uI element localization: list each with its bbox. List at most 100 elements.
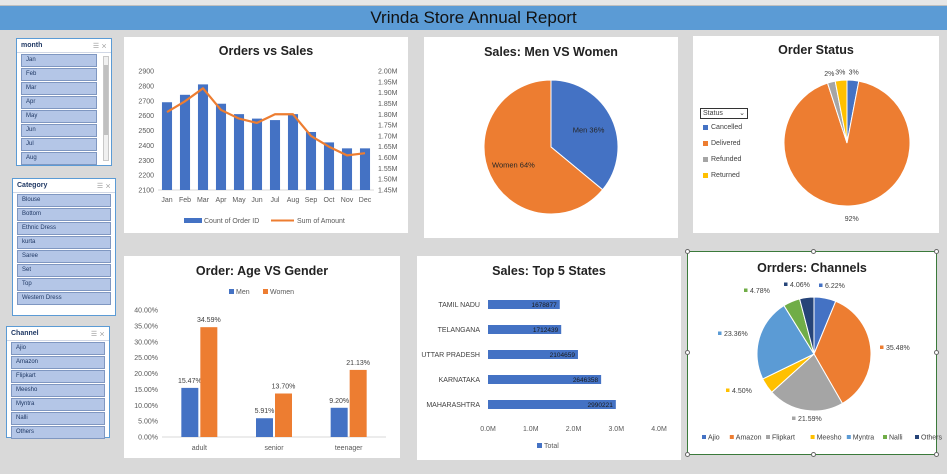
y-tick-label: TELANGANA [438, 327, 481, 334]
status-filter-dropdown[interactable]: Status ⌄ [700, 108, 748, 119]
status-legend-item: Returned [703, 172, 740, 179]
label-swatch [784, 282, 788, 286]
category-slicer-item[interactable]: Bottom [17, 208, 111, 221]
month-slicer-item[interactable]: Feb [21, 68, 97, 81]
month-slicer-item[interactable]: Jul [21, 138, 97, 151]
data-label: 13.70% [272, 384, 296, 391]
category-slicer-item[interactable]: Blouse [17, 194, 111, 207]
report-title: Vrinda Store Annual Report [0, 6, 947, 30]
x-tick-label: Sep [305, 197, 318, 204]
slice-label: 3% [835, 69, 845, 76]
resize-handle[interactable] [811, 452, 816, 457]
legend-swatch [729, 435, 734, 439]
x-tick-label: Apr [216, 197, 228, 204]
resize-handle[interactable] [934, 249, 939, 254]
channels-panel[interactable]: Orrders: Channels 6.22% 35.48% 21.59% 4.50%… [685, 249, 943, 457]
order-status-chart: 3%92%2% 3% [783, 69, 911, 223]
data-label: 15.47% [178, 378, 202, 385]
month-slicer-item[interactable]: May [21, 110, 97, 123]
x-tick-label: 4.0M [651, 426, 667, 433]
legend-swatch [229, 289, 234, 294]
men-vs-women-panel[interactable]: Sales: Men VS Women Men 36% Women 64% [424, 37, 678, 238]
channel-slicer-header: Channel ☰ ⨯ [7, 327, 109, 341]
legend-swatch [883, 435, 887, 439]
orders-bar [359, 148, 371, 190]
legend-label: Sum of Amount [297, 218, 345, 225]
y-tick-label: 10.00% [134, 403, 158, 410]
order-status-panel[interactable]: Order Status Status ⌄ Cancelled Delivered R… [693, 36, 939, 233]
legend-label: Returned [711, 172, 740, 179]
month-slicer-items: Jan Feb Mar Apr May Jun Jul Aug [17, 54, 111, 165]
orders-vs-sales-chart: 2100 2200 2300 2400 2500 2600 2700 2800 2900 1.45… [138, 69, 398, 226]
state-bar [488, 350, 578, 359]
y2-tick-label: 1.90M [378, 90, 398, 97]
orders-bar [323, 142, 335, 190]
slice-label: 21.59% [798, 416, 822, 423]
channel-slicer-item[interactable]: Nalli [11, 412, 105, 425]
category-slicer-item[interactable]: Ethnic Dress [17, 222, 111, 235]
month-slicer-item[interactable]: Jan [21, 54, 97, 67]
category-slicer-item[interactable]: Set [17, 264, 111, 277]
y2-tick-label: 1.75M [378, 123, 398, 130]
resize-handle[interactable] [685, 452, 690, 457]
month-scrollbar[interactable] [103, 56, 109, 161]
status-legend-item: Refunded [703, 156, 741, 163]
legend-label: Men [236, 289, 250, 296]
channel-slicer-item[interactable]: Flipkart [11, 370, 105, 383]
y2-tick-label: 1.45M [378, 188, 398, 195]
month-slicer-item[interactable]: Aug [21, 152, 97, 165]
resize-handle[interactable] [934, 350, 939, 355]
pie-slice [756, 304, 815, 380]
orders-bar [305, 131, 317, 190]
channel-slicer-item[interactable]: Ajio [11, 342, 105, 355]
orders-bar [287, 114, 299, 190]
data-label: 9.20% [329, 398, 349, 405]
resize-handle[interactable] [685, 350, 690, 355]
filter-clear-icon[interactable]: ☰ ⨯ [92, 43, 107, 50]
category-slicer-item[interactable]: Top [17, 278, 111, 291]
x-tick-label: May [232, 197, 246, 204]
channel-slicer-item[interactable]: Meesho [11, 384, 105, 397]
resize-handle[interactable] [811, 249, 816, 254]
x-tick-label: adult [192, 445, 207, 452]
filter-clear-icon[interactable]: ☰ ⨯ [96, 183, 111, 190]
legend-swatch [702, 435, 706, 439]
x-tick-label: Dec [359, 197, 372, 204]
category-slicer[interactable]: Category ☰ ⨯ Blouse Bottom Ethnic Dress kurt… [12, 178, 116, 316]
orders-vs-sales-panel[interactable]: Orders vs Sales 2100 2200 2300 2400 2500 2600… [124, 37, 408, 233]
x-tick-label: Mar [197, 197, 210, 204]
month-slicer-item[interactable]: Apr [21, 96, 97, 109]
month-slicer-item[interactable]: Jun [21, 124, 97, 137]
men-vs-women-chart: Men 36% Women 64% [483, 79, 619, 215]
month-slicer-header: month ☰ ⨯ [17, 39, 111, 53]
x-tick-label: Jul [271, 197, 280, 204]
data-label: 1678877 [531, 302, 557, 309]
legend-label: Count of Order ID [204, 218, 259, 225]
category-slicer-item[interactable]: Saree [17, 250, 111, 263]
slice-label: 2% [824, 71, 834, 78]
label-swatch [718, 331, 722, 335]
channel-slicer[interactable]: Channel ☰ ⨯ Ajio Amazon Flipkart Meesho Myntr… [6, 326, 110, 439]
legend-label: Total [544, 443, 559, 450]
category-slicer-item[interactable]: Western Dress [17, 292, 111, 305]
y2-tick-label: 1.55M [378, 166, 398, 173]
legend-swatch [846, 435, 851, 439]
y2-tick-label: 1.50M [378, 177, 398, 184]
channel-slicer-item[interactable]: Myntra [11, 398, 105, 411]
month-slicer-item[interactable]: Mar [21, 82, 97, 95]
women-bar [349, 369, 367, 437]
channel-slicer-item[interactable]: Others [11, 426, 105, 439]
slice-label: 35.48% [886, 345, 910, 352]
pie-slice [771, 353, 844, 412]
top-states-panel[interactable]: Sales: Top 5 States TAMIL NADU 1678877 TEL… [417, 256, 681, 460]
legend-label: Flipkart [772, 435, 795, 442]
resize-handle[interactable] [934, 452, 939, 457]
category-slicer-item[interactable]: kurta [17, 236, 111, 249]
age-vs-gender-panel[interactable]: Order: Age VS Gender 0.00% 5.00% 10.00% 15.… [124, 256, 400, 458]
resize-handle[interactable] [685, 249, 690, 254]
men-bar [256, 418, 273, 437]
filter-clear-icon[interactable]: ☰ ⨯ [90, 331, 105, 338]
state-bar [488, 325, 562, 334]
month-slicer[interactable]: month ☰ ⨯ Jan Feb Mar Apr May Jun Jul Aug [16, 38, 112, 166]
channel-slicer-item[interactable]: Amazon [11, 356, 105, 369]
